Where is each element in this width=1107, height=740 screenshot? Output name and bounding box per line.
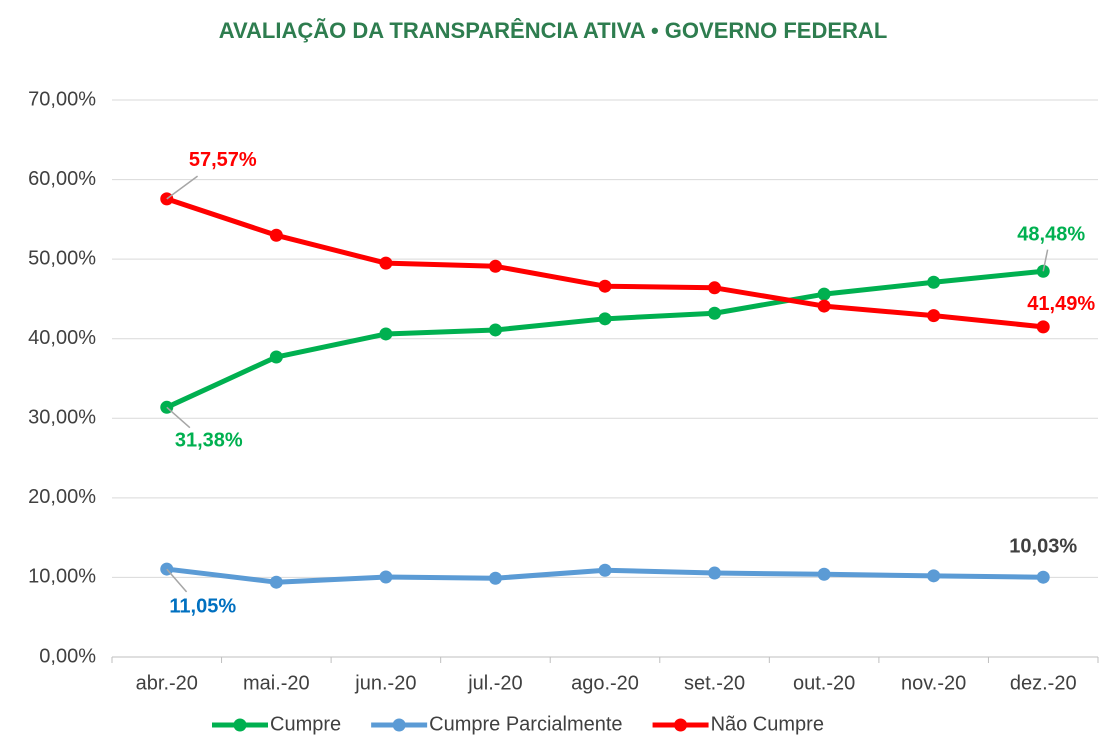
data-point: [269, 228, 283, 242]
legend-label: Não Cumpre: [711, 713, 824, 735]
data-point: [708, 306, 722, 320]
data-point: [598, 312, 612, 326]
legend-label: Cumpre: [270, 713, 341, 735]
data-point: [817, 567, 831, 581]
leader-line: [166, 406, 191, 429]
data-point: [488, 259, 502, 273]
x-tick-label: jul.-20: [467, 672, 522, 694]
data-label: 11,05%: [169, 595, 236, 617]
data-label: 57,57%: [189, 149, 257, 171]
x-tick-label: dez.-20: [1010, 672, 1077, 694]
data-point: [1036, 320, 1050, 334]
data-point: [927, 569, 941, 583]
data-point: [817, 287, 831, 301]
x-tick-label: mai.-20: [243, 672, 310, 694]
x-tick-label: set.-20: [684, 672, 745, 694]
data-point: [379, 327, 393, 341]
x-tick-label: out.-20: [793, 672, 855, 694]
leader-line: [1042, 249, 1049, 272]
legend-marker: [233, 718, 247, 732]
data-point: [379, 256, 393, 270]
legend-label: Cumpre Parcialmente: [429, 713, 622, 735]
y-tick-label: 40,00%: [28, 327, 96, 349]
x-tick-label: ago.-20: [571, 672, 639, 694]
data-point: [817, 299, 831, 313]
leader-line: [166, 175, 199, 200]
legend-marker: [392, 718, 406, 732]
data-label: 10,03%: [1009, 535, 1077, 557]
data-label: 41,49%: [1027, 293, 1095, 315]
y-tick-label: 60,00%: [28, 168, 96, 190]
data-point: [1036, 570, 1050, 584]
y-tick-label: 0,00%: [39, 645, 96, 667]
y-tick-label: 30,00%: [28, 407, 96, 429]
y-tick-label: 20,00%: [28, 486, 96, 508]
data-point: [598, 279, 612, 293]
data-point: [708, 281, 722, 295]
data-point: [269, 350, 283, 364]
data-point: [269, 575, 283, 589]
data-point: [708, 566, 722, 580]
leader-line: [166, 568, 188, 593]
data-point: [598, 563, 612, 577]
data-point: [488, 571, 502, 585]
y-tick-label: 50,00%: [28, 247, 96, 269]
data-label: 48,48%: [1017, 224, 1085, 246]
y-tick-label: 10,00%: [28, 566, 96, 588]
x-tick-label: nov.-20: [901, 672, 966, 694]
x-tick-label: abr.-20: [136, 672, 198, 694]
legend-marker: [674, 718, 688, 732]
data-point: [488, 323, 502, 337]
data-point: [379, 570, 393, 584]
y-tick-label: 70,00%: [28, 88, 96, 110]
data-point: [927, 275, 941, 289]
data-label: 31,38%: [175, 430, 243, 452]
chart-title: AVALIAÇÃO DA TRANSPARÊNCIA ATIVA • GOVER…: [219, 18, 888, 43]
series-line: [165, 196, 1044, 330]
data-point: [927, 309, 941, 323]
x-tick-label: jun.-20: [354, 672, 416, 694]
